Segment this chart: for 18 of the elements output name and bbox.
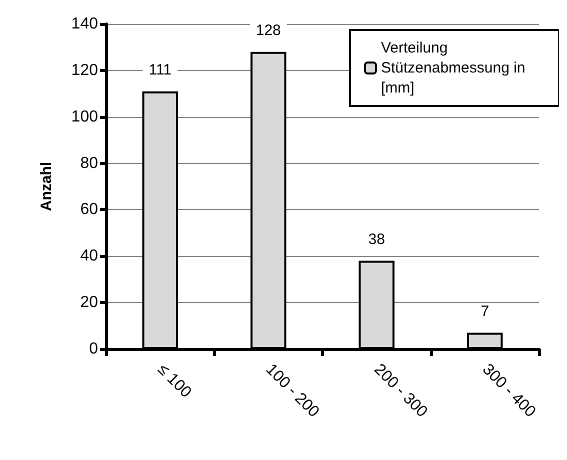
y-tick-label: 20	[80, 294, 98, 312]
y-axis-title: Anzahl	[38, 162, 55, 212]
y-tick-label: 120	[71, 62, 98, 79]
y-tick-label: 0	[89, 340, 98, 358]
x-tick-label: 200 - 300	[370, 360, 430, 421]
y-tick-label: 40	[80, 248, 98, 265]
x-tick-label: ≤ 100	[154, 360, 194, 402]
data-label: 111	[148, 61, 172, 78]
y-tick-label: 60	[80, 201, 98, 218]
x-tick-label: 100 - 200	[262, 360, 322, 421]
data-label: 128	[256, 22, 281, 39]
y-tick-label: 140	[71, 16, 98, 32]
x-tick-label: 300 - 400	[478, 360, 539, 421]
data-label: 7	[480, 302, 490, 320]
y-tick-label: 100	[71, 108, 98, 126]
y-tick-label: 80	[80, 154, 98, 172]
data-label: 38	[368, 230, 385, 248]
legend-label: Verteilung Stützenabmessung in [mm]	[381, 40, 530, 96]
